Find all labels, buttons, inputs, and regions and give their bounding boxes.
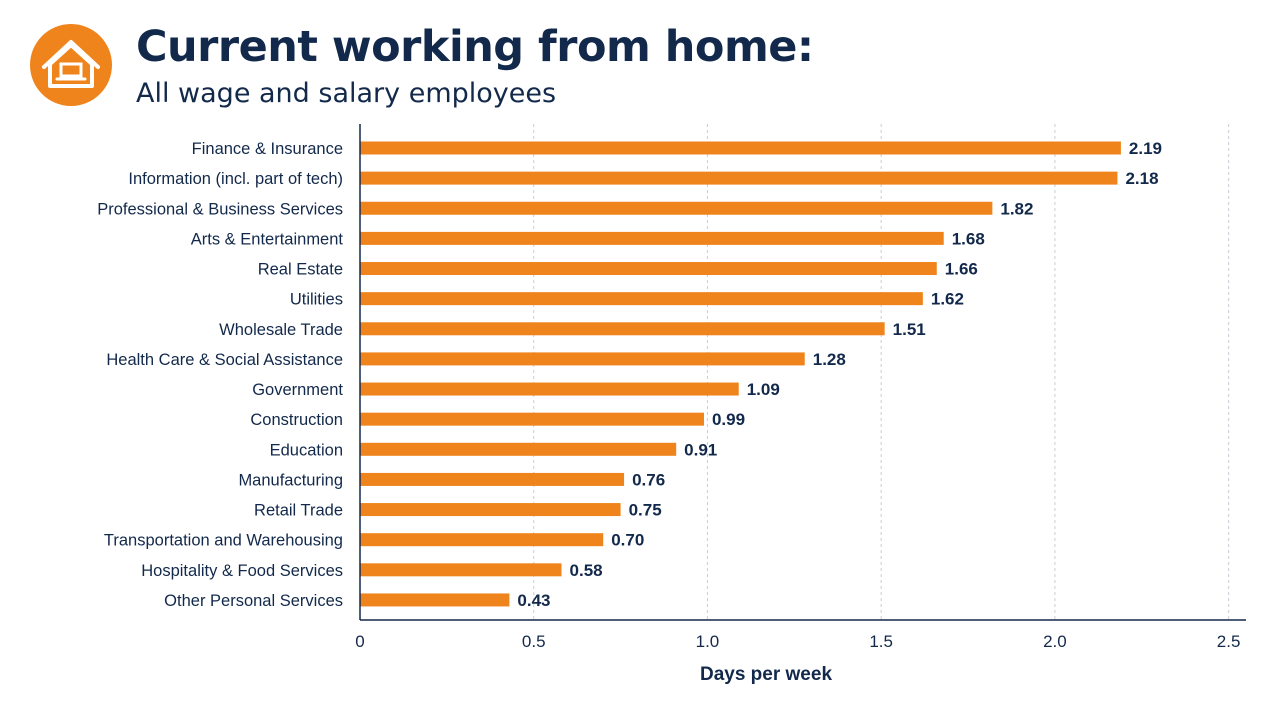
category-label: Other Personal Services — [164, 592, 343, 610]
bar — [360, 382, 739, 396]
value-label: 0.99 — [712, 410, 745, 429]
category-label: Professional & Business Services — [97, 200, 343, 218]
value-label: 2.19 — [1129, 139, 1162, 158]
value-label: 0.76 — [632, 470, 665, 489]
bar — [360, 231, 944, 245]
bar — [360, 322, 885, 336]
bar — [360, 352, 805, 366]
bar — [360, 533, 604, 547]
value-label: 1.09 — [747, 380, 780, 399]
bar — [360, 201, 993, 215]
bar — [360, 412, 704, 426]
bar — [360, 472, 625, 486]
value-label: 0.70 — [611, 531, 644, 550]
category-label: Retail Trade — [254, 502, 343, 520]
labels: 0 0.5 1.0 1.5 2.0 2.5 Finance & Insurance 2.19 I… — [97, 139, 1240, 651]
category-label: Manufacturing — [238, 471, 343, 489]
category-label: Health Care & Social Assistance — [106, 351, 343, 369]
bar — [360, 593, 510, 607]
category-label: Arts & Entertainment — [191, 230, 344, 248]
page-subtitle: All wage and salary employees — [136, 78, 557, 109]
logo — [30, 24, 112, 106]
category-label: Information (incl. part of tech) — [128, 170, 343, 188]
category-label: Government — [252, 381, 343, 399]
category-label: Transportation and Warehousing — [104, 532, 343, 550]
category-label: Wholesale Trade — [219, 321, 343, 339]
category-label: Hospitality & Food Services — [141, 562, 343, 580]
bar — [360, 442, 677, 456]
value-label: 1.82 — [1000, 199, 1033, 218]
category-label: Education — [270, 441, 343, 459]
x-tick-label: 2.0 — [1043, 632, 1067, 651]
bar — [360, 262, 937, 276]
value-label: 1.51 — [893, 320, 926, 339]
x-tick-label: 1.5 — [869, 632, 893, 651]
value-label: 0.75 — [629, 501, 662, 520]
x-tick-label: 2.5 — [1217, 632, 1241, 651]
bar — [360, 141, 1121, 155]
gridlines — [533, 124, 1230, 620]
category-label: Finance & Insurance — [192, 140, 343, 158]
value-label: 1.68 — [952, 229, 985, 248]
bar — [360, 171, 1118, 185]
x-tick-label: 0 — [355, 632, 364, 651]
value-label: 1.62 — [931, 290, 964, 309]
page-title: Current working from home: — [136, 22, 814, 72]
bar — [360, 503, 621, 517]
value-label: 2.18 — [1125, 169, 1158, 188]
bar — [360, 292, 923, 306]
x-axis-title: Days per week — [700, 664, 832, 685]
bar — [360, 563, 562, 577]
category-label: Construction — [250, 411, 343, 429]
house-laptop-icon — [30, 24, 112, 106]
value-label: 1.66 — [945, 260, 978, 279]
x-tick-label: 1.0 — [696, 632, 720, 651]
value-label: 1.28 — [813, 350, 846, 369]
value-label: 0.58 — [570, 561, 603, 580]
value-label: 0.43 — [517, 591, 550, 610]
category-label: Real Estate — [258, 261, 343, 279]
axes — [359, 124, 1246, 621]
x-tick-label: 0.5 — [522, 632, 546, 651]
value-label: 0.91 — [684, 440, 717, 459]
bars — [360, 141, 1121, 607]
category-label: Utilities — [290, 291, 343, 309]
